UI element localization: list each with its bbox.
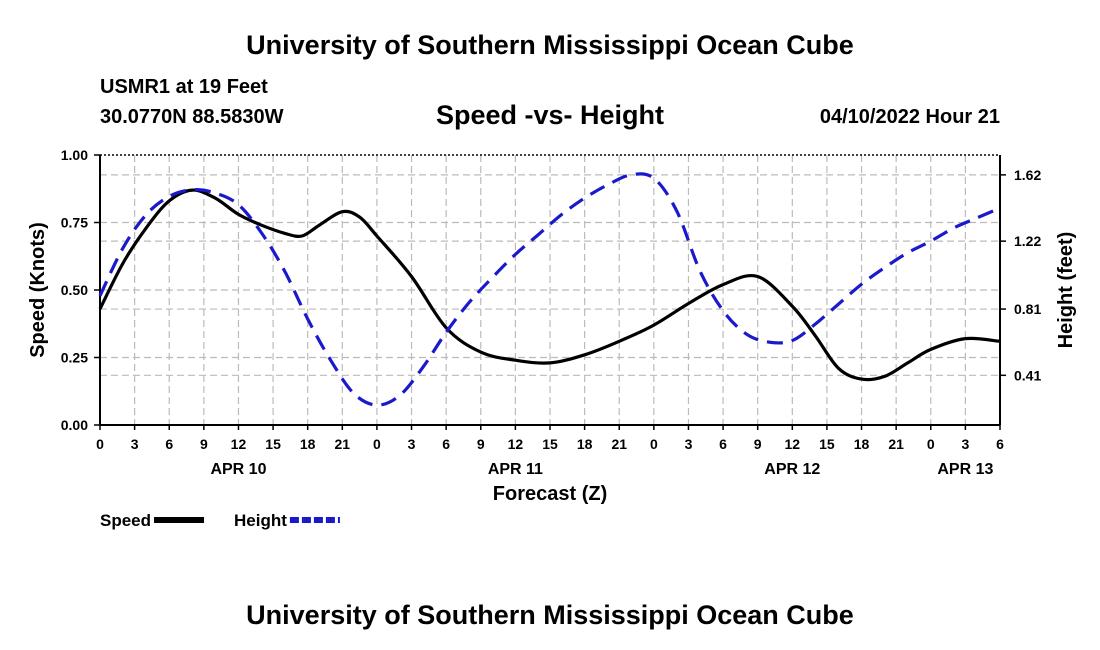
x-tick-label: 6 bbox=[996, 436, 1004, 452]
x-tick-label: 18 bbox=[854, 436, 870, 452]
day-label: APR 12 bbox=[764, 461, 820, 478]
y2-tick-label: 0.81 bbox=[1014, 301, 1041, 317]
x-tick-label: 6 bbox=[442, 436, 450, 452]
day-label: APR 13 bbox=[937, 461, 993, 478]
bottom-title: University of Southern Mississippi Ocean… bbox=[246, 600, 854, 630]
x-tick-label: 9 bbox=[477, 436, 485, 452]
x-tick-label: 12 bbox=[508, 436, 524, 452]
x-tick-label: 3 bbox=[408, 436, 416, 452]
y-tick-label: 0.50 bbox=[61, 282, 88, 298]
x-tick-label: 9 bbox=[200, 436, 208, 452]
x-tick-label: 6 bbox=[165, 436, 173, 452]
x-tick-label: 3 bbox=[961, 436, 969, 452]
height-series-line bbox=[98, 172, 1001, 407]
y2-tick-label: 1.62 bbox=[1014, 167, 1041, 183]
x-tick-label: 12 bbox=[785, 436, 801, 452]
x-tick-label: 15 bbox=[542, 436, 558, 452]
y2-axis-title: Height (feet) bbox=[1055, 232, 1077, 349]
datetime-label: 04/10/2022 Hour 21 bbox=[819, 106, 1000, 128]
x-tick-label: 21 bbox=[888, 436, 904, 452]
coordinates-label: 30.0770N 88.5830W bbox=[100, 106, 284, 128]
y-tick-label: 1.00 bbox=[61, 147, 88, 163]
y2-tick-label: 0.41 bbox=[1014, 367, 1041, 383]
x-tick-label: 0 bbox=[373, 436, 381, 452]
speed-series-line bbox=[98, 188, 1001, 382]
y-tick-label: 0.75 bbox=[61, 215, 88, 231]
day-label: APR 10 bbox=[210, 461, 266, 478]
x-tick-label: 21 bbox=[335, 436, 351, 452]
x-tick-label: 12 bbox=[231, 436, 247, 452]
x-tick-label: 0 bbox=[96, 436, 104, 452]
legend-label-speed: Speed bbox=[100, 511, 151, 530]
day-label: APR 11 bbox=[488, 461, 543, 478]
x-tick-label: 18 bbox=[300, 436, 316, 452]
x-tick-label: 6 bbox=[719, 436, 727, 452]
x-axis-title: Forecast (Z) bbox=[493, 483, 607, 505]
x-tick-label: 3 bbox=[685, 436, 693, 452]
station-label: USMR1 at 19 Feet bbox=[100, 76, 268, 98]
x-tick-label: 15 bbox=[265, 436, 281, 452]
x-tick-label: 9 bbox=[754, 436, 762, 452]
y2-tick-label: 1.22 bbox=[1014, 233, 1041, 249]
main-title: University of Southern Mississippi Ocean… bbox=[246, 30, 854, 60]
y-axis-title: Speed (Knots) bbox=[27, 222, 49, 358]
x-tick-label: 0 bbox=[650, 436, 658, 452]
x-tick-label: 0 bbox=[927, 436, 935, 452]
x-tick-label: 15 bbox=[819, 436, 835, 452]
legend-label-height: Height bbox=[234, 511, 287, 530]
chart-title: Speed -vs- Height bbox=[435, 100, 665, 130]
x-tick-label: 18 bbox=[577, 436, 593, 452]
y-tick-label: 0.25 bbox=[61, 350, 88, 366]
x-tick-label: 3 bbox=[131, 436, 139, 452]
x-tick-label: 21 bbox=[611, 436, 627, 452]
y-tick-label: 0.00 bbox=[61, 417, 88, 433]
